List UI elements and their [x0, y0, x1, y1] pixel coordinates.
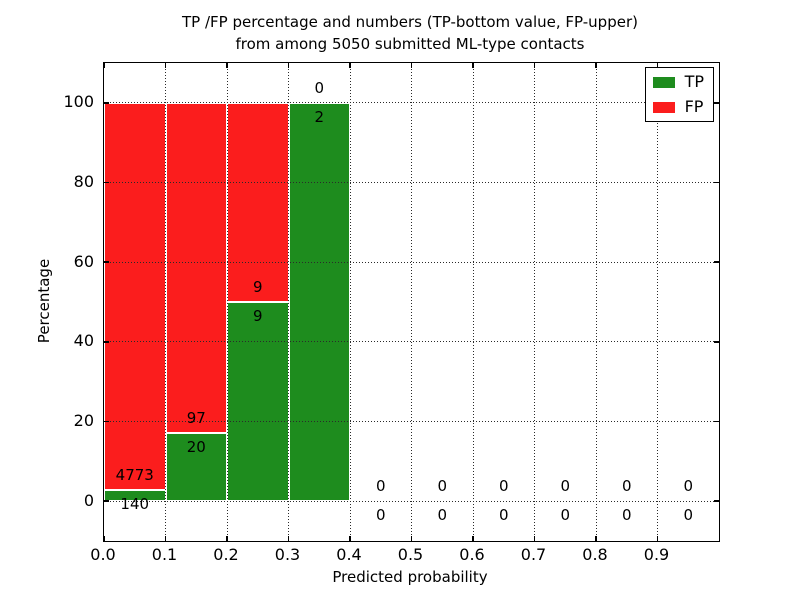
fp-count-label: 0: [498, 476, 509, 495]
x-tickmark: [472, 63, 474, 68]
y-tickmark: [104, 181, 109, 184]
y-tick-label: 0: [83, 490, 94, 510]
y-tick-label: 20: [73, 411, 94, 430]
x-tick-label: 0.9: [643, 545, 670, 564]
x-tick-label: 0.3: [274, 545, 301, 564]
tp-bar-segment: [227, 302, 289, 502]
fp-bar-segment: [165, 102, 227, 434]
x-axis-label: Predicted probability: [332, 568, 488, 586]
tp-count-label: 0: [437, 506, 448, 525]
legend-entry-fp: FP: [652, 97, 704, 116]
x-tickmark: [349, 536, 351, 541]
y-tickmark: [104, 102, 109, 104]
y-tickmark: [714, 102, 719, 104]
tp-count-label: 0: [498, 506, 509, 525]
tp-count-label: 9: [252, 307, 263, 326]
fp-count-label: 0: [683, 476, 694, 495]
tp-bar-segment: [288, 102, 350, 502]
v-gridline: [411, 63, 412, 541]
v-gridline: [165, 63, 166, 541]
x-tickmark: [349, 63, 351, 68]
legend-label-fp: FP: [684, 97, 704, 116]
v-gridline: [657, 63, 658, 541]
x-tickmark: [410, 536, 413, 541]
x-tick-label: 0.4: [336, 545, 362, 564]
x-tickmark: [533, 536, 536, 541]
y-tick-label: 100: [63, 92, 94, 112]
y-tickmark: [714, 181, 719, 184]
plot-area: 4773 140 97 20 9 9 0 2 0 0 0 0 0 0 0 0 0 0 0 0 TP FP: [103, 62, 720, 542]
fp-bar-segment: [104, 102, 166, 490]
y-tickmark: [714, 341, 719, 343]
v-gridline: [595, 63, 597, 541]
y-tickmark: [104, 420, 109, 423]
fp-count-label: 4773: [115, 465, 154, 484]
tp-count-label: 0: [560, 506, 571, 525]
x-tickmark: [226, 536, 228, 541]
fp-count-label: 9: [252, 277, 263, 296]
x-tickmark: [533, 63, 536, 68]
x-tickmark: [103, 63, 105, 68]
v-gridline: [472, 63, 474, 541]
legend: TP FP: [644, 67, 714, 122]
fp-count-label: 0: [437, 476, 448, 495]
tp-count-label: 0: [621, 506, 632, 525]
fp-count-label: 97: [186, 408, 206, 427]
fp-count-label: 0: [314, 78, 325, 97]
x-tickmark: [656, 63, 659, 68]
x-tick-label: 0.5: [397, 545, 424, 564]
chart-title-line1: TP /FP percentage and numbers (TP-bottom…: [182, 13, 638, 31]
tp-count-label: 2: [314, 108, 325, 127]
y-tickmark: [104, 261, 109, 263]
y-tickmark: [714, 420, 719, 423]
x-tick-label: 0.1: [151, 545, 178, 564]
y-tick-label: 80: [73, 172, 94, 191]
x-tickmark: [164, 63, 167, 68]
x-tickmark: [103, 536, 105, 541]
v-gridline: [534, 63, 535, 541]
chart-title-line2: from among 5050 submitted ML-type contac…: [235, 35, 585, 53]
x-tick-label: 0.2: [213, 545, 239, 564]
x-tick-label: 0.0: [90, 545, 116, 564]
v-gridline: [226, 63, 228, 541]
v-gridline: [288, 63, 289, 541]
x-tickmark: [472, 536, 474, 541]
fp-count-label: 0: [375, 476, 386, 495]
x-tickmark: [595, 536, 597, 541]
chart-title: TP /FP percentage and numbers (TP-bottom…: [20, 11, 800, 55]
x-tick-label: 0.7: [520, 545, 547, 564]
tp-count-label: 140: [120, 495, 150, 514]
x-tickmark: [164, 536, 167, 541]
y-tick-label: 40: [73, 331, 94, 351]
legend-swatch-fp: [652, 101, 675, 113]
fp-count-label: 0: [621, 476, 632, 495]
x-tick-label: 0.6: [459, 545, 485, 564]
x-tickmark: [287, 536, 290, 541]
legend-label-tp: TP: [684, 72, 704, 91]
x-tickmark: [226, 63, 228, 68]
legend-entry-tp: TP: [652, 72, 704, 91]
fp-bar-segment: [227, 102, 289, 302]
legend-swatch-tp: [652, 76, 675, 88]
y-tickmark: [104, 500, 109, 502]
fp-count-label: 0: [560, 476, 571, 495]
tp-count-label: 0: [375, 506, 386, 525]
x-tick-label: 0.8: [582, 545, 608, 564]
y-tick-label: 60: [73, 251, 94, 271]
x-tickmark: [595, 63, 597, 68]
x-tickmark: [410, 63, 413, 68]
y-tickmark: [714, 261, 719, 263]
tp-count-label: 20: [186, 438, 206, 457]
y-tickmark: [714, 500, 719, 502]
x-tickmark: [287, 63, 290, 68]
v-gridline: [349, 63, 351, 541]
x-tickmark: [656, 536, 659, 541]
y-tickmark: [104, 341, 109, 343]
tp-count-label: 0: [683, 506, 694, 525]
